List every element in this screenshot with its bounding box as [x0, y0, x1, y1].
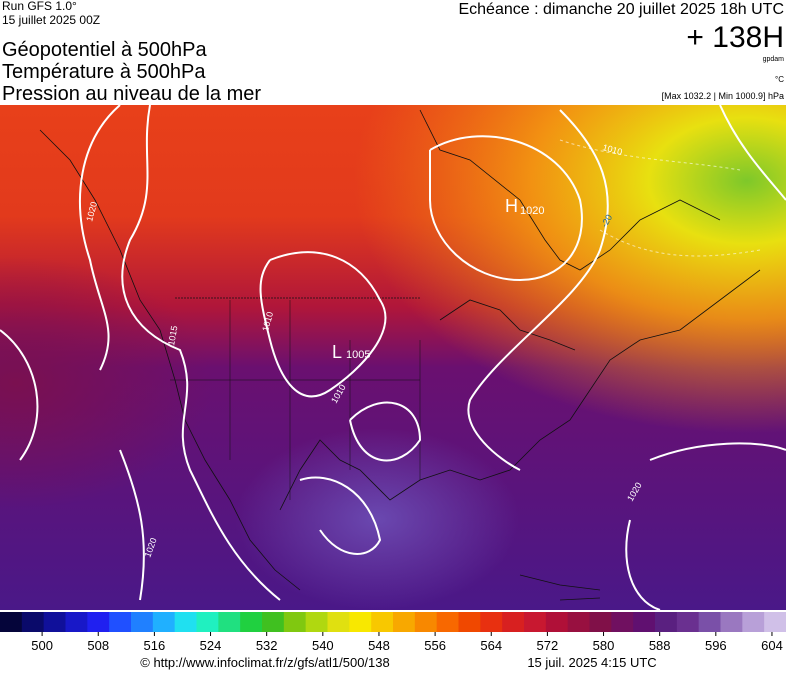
colorbar-swatch	[393, 612, 416, 632]
colorbar-swatch	[655, 612, 678, 632]
colorbar-tick-label: 548	[368, 638, 390, 653]
colorbar-tick-label: 572	[537, 638, 559, 653]
colorbar-tick-label: 524	[200, 638, 222, 653]
map	[0, 105, 786, 610]
colorbar-swatch	[327, 612, 350, 632]
colorbar-swatch	[218, 612, 241, 632]
colorbar-swatch	[349, 612, 372, 632]
colorbar-swatch	[480, 612, 503, 632]
colorbar-tick-label: 604	[761, 638, 783, 653]
colorbar-swatch	[458, 612, 481, 632]
colorbar-swatch	[305, 612, 328, 632]
colorbar-swatch	[502, 612, 525, 632]
colorbar-swatch	[371, 612, 394, 632]
colorbar-swatch	[764, 612, 786, 632]
colorbar-tick-label: 540	[312, 638, 334, 653]
source-url: © http://www.infoclimat.fr/z/gfs/atl1/50…	[140, 655, 389, 670]
colorbar-tick-label: 508	[87, 638, 109, 653]
low-symbol: L	[332, 342, 342, 362]
valid-time: Echéance : dimanche 20 juillet 2025 18h …	[458, 1, 784, 18]
colorbar-swatch	[43, 612, 66, 632]
colorbar-swatch	[283, 612, 307, 632]
contour-label: 1015	[166, 325, 179, 346]
colorbar-swatch	[742, 612, 765, 632]
colorbar-swatch	[196, 612, 219, 632]
colorbar-swatch	[65, 612, 88, 632]
colorbar-swatch	[21, 612, 45, 632]
colorbar-tick-label: 500	[31, 638, 53, 653]
colorbar-swatch	[109, 612, 132, 632]
colorbar-swatch	[698, 612, 721, 632]
run-label: Run GFS 1.0°	[2, 0, 77, 13]
high-value: 1020	[520, 205, 544, 217]
colorbar-swatch	[0, 612, 23, 632]
colorbar-tick-label: 516	[144, 638, 166, 653]
colorbar-swatch	[589, 612, 612, 632]
colorbar-tick-label: 564	[480, 638, 502, 653]
title-line: Géopotentiel à 500hPa	[2, 39, 207, 61]
colorbar-swatch	[524, 612, 547, 632]
colorbar-swatch	[676, 612, 700, 632]
colorbar-swatch	[262, 612, 285, 632]
high-symbol: H	[505, 196, 518, 216]
pressure-range: [Max 1032.2 | Min 1000.9] hPa	[662, 91, 784, 101]
lead-time: + 138H	[686, 21, 784, 54]
isotherms	[559, 139, 761, 257]
colorbar-tick-label: 596	[705, 638, 727, 653]
low-value: 1005	[346, 349, 370, 361]
colorbar-swatch	[240, 612, 263, 632]
colorbar-tick-label: 580	[593, 638, 615, 653]
issue-date: 15 juil. 2025 4:15 UTC	[527, 655, 656, 670]
colorbar-tick-label: 556	[424, 638, 446, 653]
unit-geo: gpdam	[763, 56, 785, 63]
title-line: Pression au niveau de la mer	[2, 83, 261, 105]
colorbar-swatch	[611, 612, 634, 632]
colorbar-swatch	[720, 612, 743, 632]
isobars	[0, 105, 786, 610]
title-line: Température à 500hPa	[2, 61, 206, 83]
colorbar-swatch	[633, 612, 656, 632]
pressure-centers: H 1020 L 1005	[332, 196, 544, 362]
colorbar-swatch	[131, 612, 154, 632]
colorbar-swatch	[174, 612, 197, 632]
colorbar-swatch	[545, 612, 569, 632]
map-shade	[0, 105, 786, 610]
colorbar-swatch	[414, 612, 438, 632]
colorbar-swatch	[87, 612, 110, 632]
unit-temp: °C	[775, 75, 784, 84]
run-date: 15 juillet 2025 00Z	[2, 13, 100, 27]
colorbar-swatch	[436, 612, 459, 632]
colorbar-tick-label: 532	[256, 638, 278, 653]
colorbar-swatch	[567, 612, 590, 632]
colorbar-swatch	[152, 612, 176, 632]
colorbar: 500 508 516 524 532 540 548 556 564 572 580 588 596 6…	[0, 612, 786, 653]
colorbar-tick-label: 588	[649, 638, 671, 653]
